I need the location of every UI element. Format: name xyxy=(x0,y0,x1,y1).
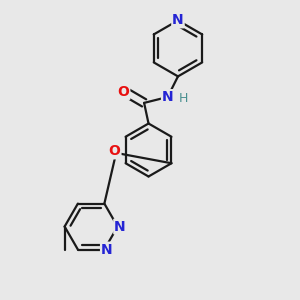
Text: O: O xyxy=(118,85,129,99)
Text: O: O xyxy=(109,145,121,158)
Text: N: N xyxy=(172,14,184,27)
Text: N: N xyxy=(101,242,112,256)
Text: N: N xyxy=(162,90,173,104)
Text: N: N xyxy=(114,220,126,234)
Text: H: H xyxy=(178,92,188,105)
